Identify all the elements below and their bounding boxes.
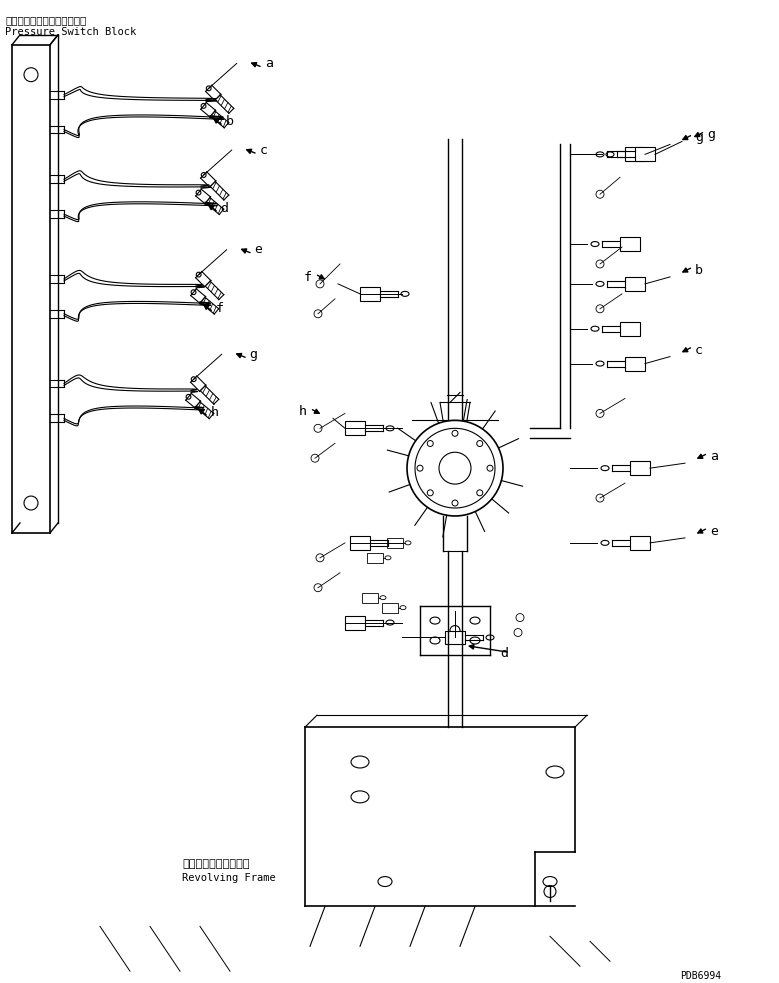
Text: h: h xyxy=(210,406,218,419)
Bar xyxy=(635,147,655,161)
Bar xyxy=(445,630,465,645)
Bar xyxy=(625,357,645,371)
Text: b: b xyxy=(225,115,234,129)
Bar xyxy=(630,461,650,475)
Text: レボルビングフレーム: レボルビングフレーム xyxy=(182,858,249,869)
Bar xyxy=(360,287,380,301)
Bar xyxy=(630,536,650,549)
Text: Pressure Switch Block: Pressure Switch Block xyxy=(5,27,136,37)
Text: g: g xyxy=(250,348,258,361)
Text: プレッシャスイッチブロック: プレッシャスイッチブロック xyxy=(5,15,86,25)
Text: b: b xyxy=(695,264,703,277)
Bar xyxy=(382,603,398,612)
Text: d: d xyxy=(500,648,508,661)
Text: g: g xyxy=(695,132,703,145)
Bar xyxy=(625,277,645,291)
Bar xyxy=(387,538,403,548)
Text: h: h xyxy=(299,405,307,419)
Bar xyxy=(362,593,378,603)
Bar xyxy=(345,615,365,629)
Bar xyxy=(620,321,640,335)
Bar xyxy=(345,422,365,435)
Text: c: c xyxy=(259,144,268,156)
Bar xyxy=(620,237,640,251)
Text: f: f xyxy=(216,302,224,315)
Text: PDB6994: PDB6994 xyxy=(680,971,721,981)
Text: f: f xyxy=(304,271,312,284)
Text: e: e xyxy=(710,525,718,538)
Text: g: g xyxy=(707,129,715,142)
Text: e: e xyxy=(255,243,263,257)
Text: Revolving Frame: Revolving Frame xyxy=(182,873,276,883)
Bar xyxy=(367,552,383,563)
Text: a: a xyxy=(710,450,718,463)
Bar xyxy=(625,147,645,161)
Bar xyxy=(350,536,370,549)
Text: c: c xyxy=(695,344,703,357)
Text: d: d xyxy=(220,202,228,215)
Text: a: a xyxy=(265,57,273,70)
